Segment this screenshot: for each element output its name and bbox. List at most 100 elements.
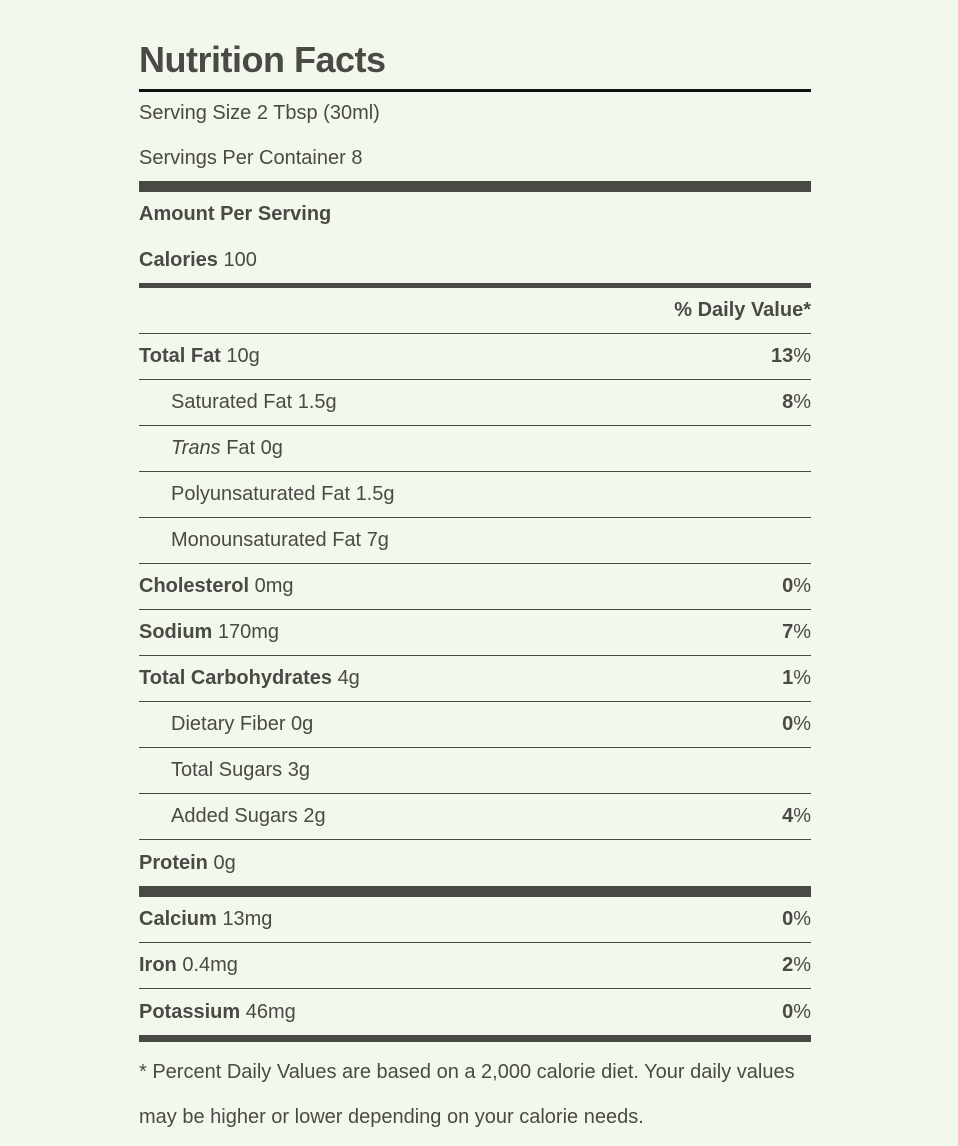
nutrient-amount: 0mg	[254, 575, 294, 597]
nutrient-name: Added Sugars	[171, 805, 298, 827]
nutrient-amount: 1.5g	[355, 483, 395, 505]
nutrient: Trans Fat 0g	[139, 437, 283, 460]
nutrient-row: Total Fat 10g 13%	[139, 334, 811, 380]
rule	[139, 181, 811, 192]
dv-unit: %	[793, 805, 811, 827]
daily-value: 7%	[782, 621, 811, 644]
nutrient-amount: 2g	[303, 805, 326, 827]
nutrient: Sodium 170mg	[139, 621, 279, 644]
nutrient-row: Iron 0.4mg 2%	[139, 943, 811, 989]
nutrient: Potassium 46mg	[139, 1001, 296, 1024]
daily-value: 1%	[782, 667, 811, 690]
daily-value: 2%	[782, 954, 811, 977]
calories-row: Calories 100	[139, 237, 811, 283]
daily-value: 0%	[782, 908, 811, 931]
daily-value: 0%	[782, 713, 811, 736]
daily-value: 13%	[771, 345, 811, 368]
daily-value: 4%	[782, 805, 811, 828]
nutrient-row: Protein 0g	[139, 840, 811, 886]
dv-number: 0	[782, 713, 794, 735]
nutrient-row: Dietary Fiber 0g 0%	[139, 702, 811, 748]
nutrient-name: Dietary Fiber	[171, 713, 286, 735]
rule	[139, 89, 811, 92]
nutrient-name: Sodium	[139, 621, 213, 643]
nutrient: Total Sugars 3g	[139, 759, 310, 782]
dv-header-text: % Daily Value*	[674, 299, 811, 321]
nutrients: Total Fat 10g 13% Saturated Fat 1.5g 8% Tran…	[139, 334, 811, 886]
nutrient-row: Calcium 13mg 0%	[139, 897, 811, 943]
nutrient-name: Total Sugars	[171, 759, 283, 781]
daily-value: 0%	[782, 575, 811, 598]
nutrient-italic: Trans	[171, 437, 221, 459]
nutrient-amount: 0.4mg	[182, 954, 238, 976]
nutrient-name: Potassium	[139, 1000, 241, 1023]
dv-number: 0	[782, 575, 794, 597]
daily-value: 0%	[782, 1001, 811, 1024]
nutrient-amount: 46mg	[245, 1000, 296, 1023]
nutrient-amount: 3g	[287, 759, 310, 781]
nutrition-label: Nutrition Facts Serving Size 2 Tbsp (30m…	[139, 0, 811, 1140]
dv-number: 13	[770, 345, 794, 367]
nutrient-name: Polyunsaturated Fat	[171, 483, 350, 505]
nutrient-row: Added Sugars 2g 4%	[139, 794, 811, 840]
nutrient-name: Protein	[139, 851, 208, 874]
nutrient-row: Sodium 170mg 7%	[139, 610, 811, 656]
nutrient-name: Total Carbohydrates	[139, 667, 332, 689]
nutrient-amount: 0g	[213, 851, 236, 874]
nutrient-amount: 0g	[291, 713, 314, 735]
serving-size: Serving Size 2 Tbsp (30ml)	[139, 102, 380, 124]
nutrient: Iron 0.4mg	[139, 954, 238, 977]
nutrient-amount: 170mg	[217, 621, 280, 643]
nutrient: Polyunsaturated Fat 1.5g	[139, 483, 395, 506]
dv-unit: %	[793, 1000, 811, 1023]
amount-per-serving: Amount Per Serving	[139, 203, 332, 225]
dv-number: 4	[782, 805, 794, 827]
dv-unit: %	[793, 713, 811, 735]
dv-unit: %	[793, 575, 811, 597]
rule	[139, 1035, 811, 1042]
title-box: Nutrition Facts	[139, 0, 811, 89]
nutrient-amount: 10g	[226, 345, 260, 367]
nutrient: Monounsaturated Fat 7g	[139, 529, 389, 552]
dv-unit: %	[793, 667, 811, 689]
dv-number: 8	[782, 391, 794, 413]
servings: Servings Per Container 8	[139, 146, 363, 169]
nutrient-row: Total Carbohydrates 4g 1%	[139, 656, 811, 702]
nutrient-name: Calcium	[139, 908, 217, 930]
nutrient: Added Sugars 2g	[139, 805, 326, 828]
nutrient-name: Iron	[139, 954, 177, 976]
dv-unit: %	[793, 908, 811, 930]
nutrient-row: Saturated Fat 1.5g 8%	[139, 380, 811, 426]
rule	[139, 283, 811, 288]
nutrient-amount: 0g	[260, 437, 283, 459]
nutrient: Calcium 13mg	[139, 908, 272, 931]
daily-value: 8%	[782, 391, 811, 414]
nutrient-row: Monounsaturated Fat 7g	[139, 518, 811, 564]
nutrient: Cholesterol 0mg	[139, 575, 294, 598]
dv-unit: %	[793, 345, 811, 367]
rule	[139, 886, 811, 897]
calories-label: Calories	[139, 248, 218, 271]
nutrient-row: Potassium 46mg 0%	[139, 989, 811, 1035]
nutrient: Total Fat 10g	[139, 345, 260, 368]
nutrient-row: Total Sugars 3g	[139, 748, 811, 794]
nutrient: Protein 0g	[139, 852, 236, 875]
dv-header: % Daily Value*	[139, 288, 811, 334]
title: Nutrition Facts	[139, 39, 386, 80]
nutrient-row: Trans Fat 0g	[139, 426, 811, 472]
calories-value: 100	[223, 248, 257, 271]
nutrient-row: Polyunsaturated Fat 1.5g	[139, 472, 811, 518]
nutrient-name: Cholesterol	[139, 575, 250, 597]
nutrient-name: Fat	[226, 437, 256, 459]
dv-number: 1	[782, 667, 794, 689]
footnote: * Percent Daily Values are based on a 2,…	[139, 1061, 795, 1128]
nutrient-amount: 4g	[337, 667, 360, 689]
nutrient-amount: 1.5g	[297, 391, 337, 413]
nutrient-amount: 7g	[366, 529, 389, 551]
dv-number: 0	[782, 908, 794, 930]
dv-number: 7	[782, 621, 794, 643]
nutrient-row: Cholesterol 0mg 0%	[139, 564, 811, 610]
dv-number: 2	[782, 954, 794, 976]
nutrient: Total Carbohydrates 4g	[139, 667, 360, 690]
